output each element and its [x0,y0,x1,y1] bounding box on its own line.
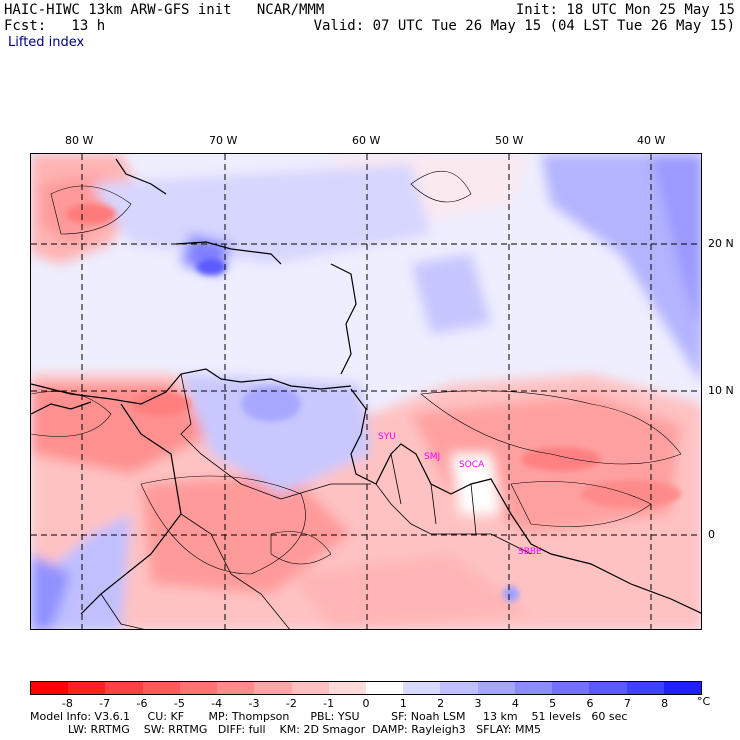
colorbar-segment [217,682,255,694]
colorbar-tick-label: -2 [285,697,297,710]
colorbar-tick-label: -8 [61,697,73,710]
colorbar-tick-label: -7 [99,697,111,710]
colorbar-tick-label: 3 [474,697,482,710]
colorbar-tick-label: 0 [362,697,370,710]
colorbar-segment [440,682,478,694]
model-info-line2: LW: RRTMG SW: RRTMG DIFF: full KM: 2D Sm… [68,723,541,736]
colorbar-tick-label: 4 [511,697,519,710]
colorbar-tick-label: 8 [661,697,669,710]
station-syu: SYU [378,432,396,442]
colorbar-segment [31,682,69,694]
colorbar-segment [663,682,701,694]
colorbar-segment [552,682,590,694]
lat-lon-grid [31,154,701,629]
colorbar-unit: °C [697,695,711,708]
colorbar-tick-label: -1 [323,697,335,710]
colorbar-tick-label: 7 [623,697,631,710]
model-info-line1: Model Info: V3.6.1 CU: KF MP: Thompson P… [30,710,628,723]
lat-label-10n: 10 N [708,384,734,397]
map-canvas [31,154,701,629]
colorbar-segment [68,682,106,694]
valid-time: Valid: 07 UTC Tue 26 May 15 (04 LST Tue … [313,18,735,34]
station-smj: SMJ [424,452,441,462]
colorbar-segment [179,682,218,694]
station-soca: SOCA [459,460,485,470]
colorbar-segment [105,682,143,694]
colorbar-tick-label: -4 [211,697,223,710]
colorbar-segment [254,682,292,694]
lat-label-20n: 20 N [708,237,734,250]
lon-label-80w: 80 W [65,134,94,147]
shaded-field [31,154,701,629]
colorbar-segment [403,682,441,694]
colorbar-tick-label: -5 [173,697,185,710]
colorbar-tick-label: -6 [136,697,148,710]
init-time: Init: 18 UTC Mon 25 May 15 [515,2,735,18]
colorbar [30,681,702,695]
colorbar-segment [328,682,366,694]
lon-label-40w: 40 W [637,134,666,147]
colorbar-tick-label: 2 [437,697,445,710]
colorbar-segment [589,682,627,694]
station-sbbe: SBBE [518,547,542,557]
colorbar-segment [142,682,180,694]
field-name: Lifted index [8,35,85,50]
colorbar-segment [291,682,329,694]
colorbar-tick-label: 5 [549,697,557,710]
lon-label-50w: 50 W [495,134,524,147]
colorbar-segment [477,682,515,694]
colorbar-tick-label: 1 [399,697,407,710]
lon-label-70w: 70 W [209,134,238,147]
fine-structure [66,204,681,602]
borders [100,373,532,629]
colorbar-tick-label: -3 [248,697,260,710]
forecast-hour: Fcst: 13 h [4,18,106,34]
colorbar-segment [626,682,664,694]
lifted-index-map[interactable]: SYU SMJ SOCA SBBE [30,153,702,630]
lat-label-eq: 0 [708,528,715,541]
model-title: HAIC-HIWC 13km ARW-GFS init NCAR/MMM [4,2,325,18]
colorbar-segment [365,682,404,694]
colorbar-tick-label: 6 [586,697,594,710]
lon-label-60w: 60 W [352,134,381,147]
colorbar-segment [514,682,553,694]
